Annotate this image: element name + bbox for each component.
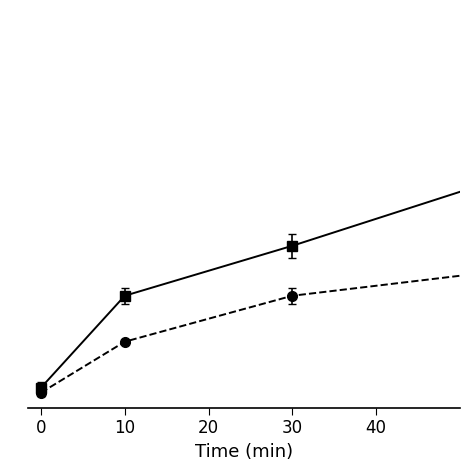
X-axis label: Time (min): Time (min): [195, 443, 293, 461]
